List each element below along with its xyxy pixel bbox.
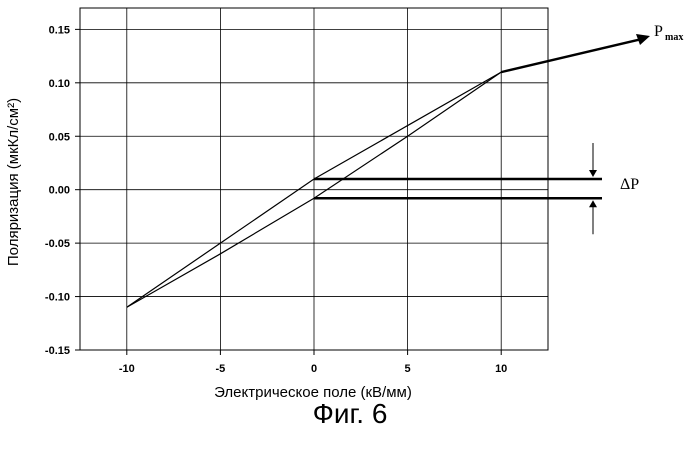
x-tick-label: 0 bbox=[311, 363, 317, 375]
y-tick-label: 0.15 bbox=[49, 24, 70, 36]
y-tick-label: -0.10 bbox=[45, 292, 70, 304]
tick-labels: -10 -5 0 5 10 -0.15 -0.10 -0.05 0.00 0.05 0.10 0.15 bbox=[45, 24, 507, 375]
x-tick-label: -10 bbox=[119, 363, 135, 375]
pmax-subscript: max bbox=[665, 32, 683, 43]
y-tick-label: 0.05 bbox=[49, 131, 70, 143]
figure-caption: Фиг. 6 bbox=[0, 398, 700, 430]
x-tick-label: -5 bbox=[216, 363, 226, 375]
x-tick-label: 10 bbox=[495, 363, 507, 375]
delta-p-arrowhead-upper bbox=[589, 170, 597, 177]
delta-p-label: ΔP bbox=[620, 176, 639, 193]
y-axis-title: Поляризация (мкКл/см²) bbox=[5, 98, 22, 266]
grid-lines bbox=[75, 8, 548, 355]
annotations: Pmax ΔP bbox=[314, 23, 683, 234]
y-tick-label: -0.05 bbox=[45, 238, 70, 250]
y-tick-label: 0.10 bbox=[49, 78, 70, 90]
delta-p-arrowhead-lower bbox=[589, 200, 597, 207]
x-tick-label: 5 bbox=[405, 363, 411, 375]
y-tick-label: -0.15 bbox=[45, 345, 70, 357]
pmax-arrow-head bbox=[636, 34, 650, 45]
pmax-label: P bbox=[654, 23, 663, 40]
pmax-arrow-line bbox=[501, 39, 642, 72]
y-tick-label: 0.00 bbox=[49, 185, 70, 197]
